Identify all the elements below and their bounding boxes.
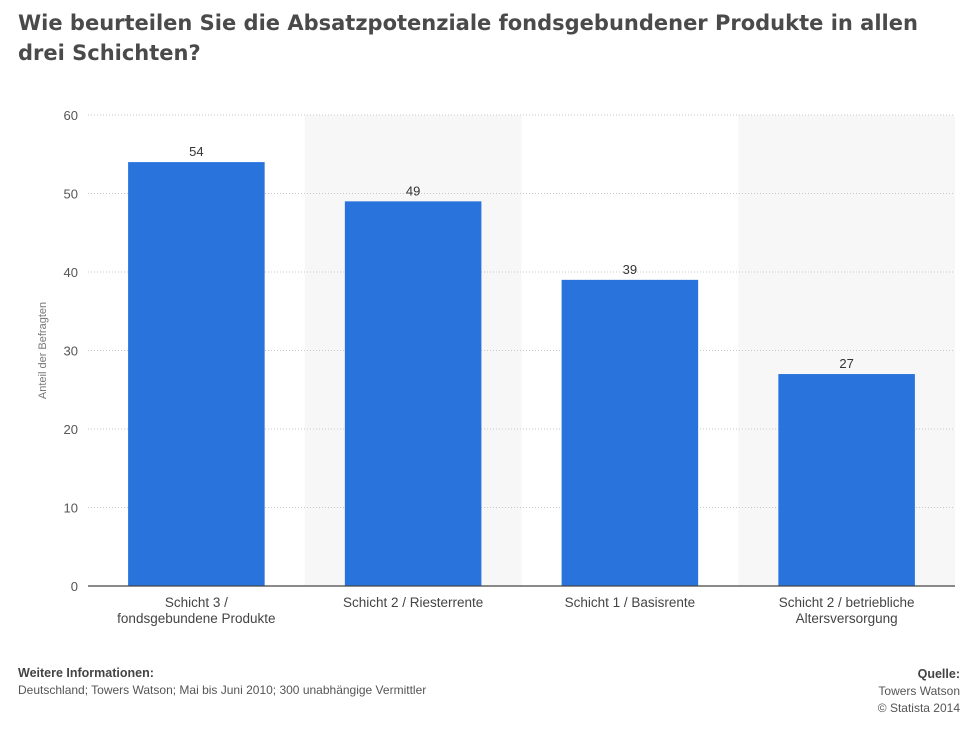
info-text: Deutschland; Towers Watson; Mai bis Juni… xyxy=(18,683,427,697)
y-tick-label: 50 xyxy=(64,187,78,202)
x-tick-label: Schicht 2 / betriebliche xyxy=(779,595,915,610)
source-name: Towers Watson xyxy=(878,684,960,698)
bar xyxy=(561,279,699,586)
data-label: 54 xyxy=(189,144,203,159)
info-heading: Weitere Informationen: xyxy=(18,666,154,680)
copyright: © Statista 2014 xyxy=(877,701,960,715)
bar xyxy=(128,162,265,586)
x-tick-label: Schicht 1 / Basisrente xyxy=(565,595,696,610)
y-tick-label: 10 xyxy=(64,501,78,516)
bar xyxy=(778,374,915,586)
x-tick-label: Schicht 3 / xyxy=(165,595,228,610)
data-label: 27 xyxy=(839,356,853,371)
x-tick-label: Altersversorgung xyxy=(796,611,898,626)
bar xyxy=(344,201,482,586)
additional-info: Weitere Informationen: Deutschland; Towe… xyxy=(18,666,426,697)
bar-chart: 0 10 20 30 40 50 60 Anteil der Befragten 54 Schic… xyxy=(37,108,955,626)
chart-title: Wie beurteilen Sie die Absatzpotenziale … xyxy=(18,11,918,65)
x-tick-label: fondsgebundene Produkte xyxy=(117,611,275,626)
source-info: Quelle: Towers Watson © Statista 2014 xyxy=(878,666,960,717)
source-heading: Quelle: xyxy=(917,667,960,681)
y-tick-label: 30 xyxy=(64,344,78,359)
data-label: 49 xyxy=(406,183,420,198)
x-tick-label: Schicht 2 / Riesterrente xyxy=(343,595,483,610)
y-tick-label: 40 xyxy=(64,265,78,280)
y-axis-title: Anteil der Befragten xyxy=(37,302,49,399)
y-tick-label: 0 xyxy=(71,579,78,594)
data-label: 39 xyxy=(623,262,637,277)
y-tick-label: 60 xyxy=(64,108,78,123)
y-tick-label: 20 xyxy=(64,422,78,437)
